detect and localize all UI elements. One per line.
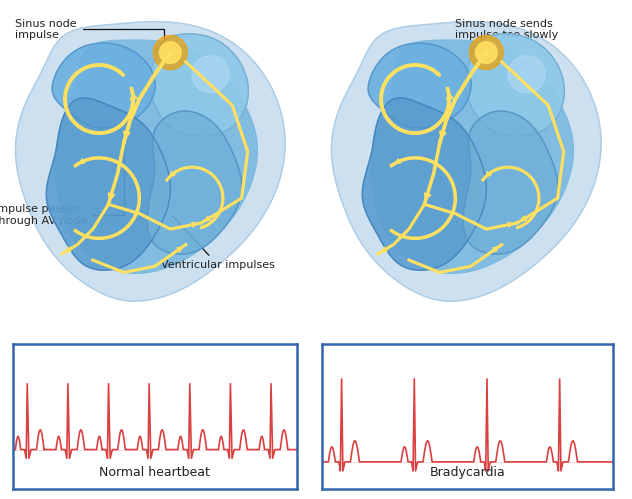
Circle shape xyxy=(192,56,229,93)
Polygon shape xyxy=(56,40,257,273)
Polygon shape xyxy=(372,40,573,273)
Text: Sinus node
impulse: Sinus node impulse xyxy=(15,18,164,54)
Circle shape xyxy=(475,42,497,63)
Text: Sinus node sends
impulse too slowly: Sinus node sends impulse too slowly xyxy=(455,18,559,54)
Polygon shape xyxy=(362,98,487,270)
Polygon shape xyxy=(147,111,242,254)
Polygon shape xyxy=(15,21,285,301)
Circle shape xyxy=(508,56,545,93)
Text: Normal heartbeat: Normal heartbeat xyxy=(99,466,210,479)
Polygon shape xyxy=(52,43,155,128)
Polygon shape xyxy=(46,98,171,270)
Text: Impulse passes
through AV node: Impulse passes through AV node xyxy=(0,151,124,226)
Polygon shape xyxy=(331,21,601,301)
Polygon shape xyxy=(149,34,248,136)
Circle shape xyxy=(159,42,181,63)
Circle shape xyxy=(470,35,503,70)
Text: Ventricular impulses: Ventricular impulses xyxy=(161,216,275,270)
Polygon shape xyxy=(368,43,471,128)
Text: Bradycardia: Bradycardia xyxy=(430,466,506,479)
Polygon shape xyxy=(465,34,564,136)
Circle shape xyxy=(154,35,187,70)
Polygon shape xyxy=(463,111,558,254)
